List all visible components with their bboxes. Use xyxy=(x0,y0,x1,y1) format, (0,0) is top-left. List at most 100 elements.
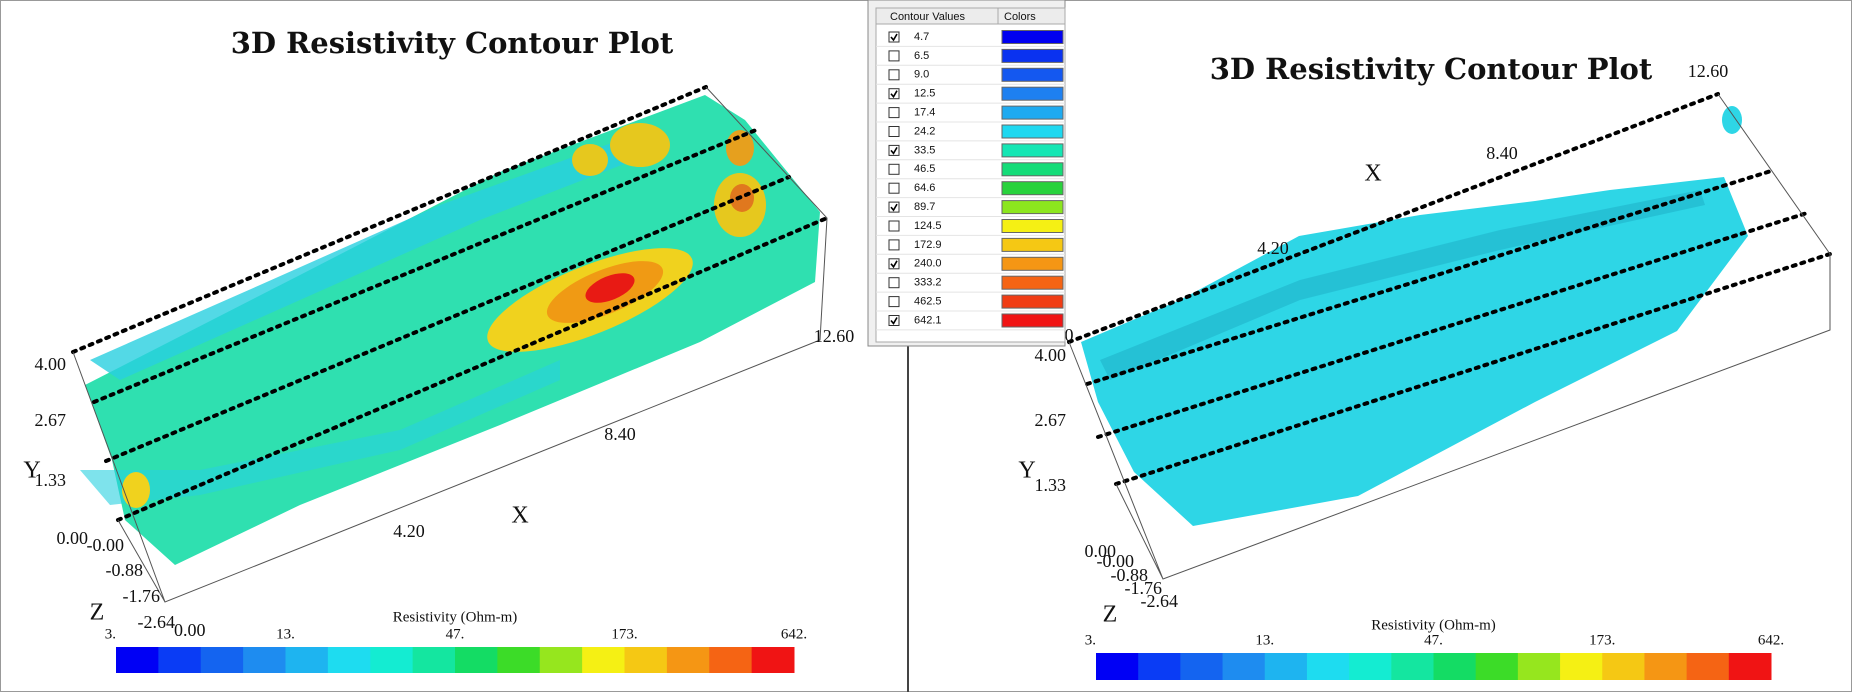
color-swatch[interactable] xyxy=(1002,182,1063,195)
z-tick-label: -0.88 xyxy=(106,560,144,580)
colorbar-segment xyxy=(625,647,668,673)
axis-label: Z xyxy=(1103,602,1118,628)
colorbar-label: 173. xyxy=(611,626,637,642)
y-tick-label: 0.00 xyxy=(57,528,89,548)
color-swatch[interactable] xyxy=(1002,31,1063,44)
plot-title: 3D Resistivity Contour Plot xyxy=(1210,52,1653,86)
x-tick-label: 12.60 xyxy=(1688,61,1729,81)
checkbox[interactable] xyxy=(889,183,899,193)
color-swatch[interactable] xyxy=(1002,163,1063,176)
resistivity-body xyxy=(726,130,754,166)
colorbar-segment xyxy=(286,647,329,673)
y-tick-label: 2.67 xyxy=(1035,410,1067,430)
checkbox[interactable] xyxy=(889,278,899,288)
colorbar-segment xyxy=(1391,653,1434,680)
contour-value: 124.5 xyxy=(914,220,942,232)
colorbar-label: 47. xyxy=(1424,632,1443,648)
contour-value: 4.7 xyxy=(914,31,929,43)
contour-value: 172.9 xyxy=(914,239,942,251)
y-tick-label: 1.33 xyxy=(35,470,67,490)
resistivity-body xyxy=(572,144,608,176)
colorbar-segment xyxy=(1602,653,1645,680)
checkbox[interactable] xyxy=(889,127,899,137)
colorbar-label: 13. xyxy=(276,626,295,642)
colorbar-segment xyxy=(455,647,498,673)
colorbar-segment xyxy=(1476,653,1519,680)
colorbar-segment xyxy=(497,647,540,673)
color-swatch[interactable] xyxy=(1002,87,1063,100)
color-swatch[interactable] xyxy=(1002,276,1063,289)
colorbar-segment xyxy=(752,647,795,673)
axis-label: X xyxy=(511,503,528,529)
y-tick-label: 4.00 xyxy=(35,354,67,374)
x-tick-label: 4.20 xyxy=(393,521,425,541)
color-swatch[interactable] xyxy=(1002,106,1063,119)
colorbar-segment xyxy=(1096,653,1139,680)
contour-value: 240.0 xyxy=(914,258,942,270)
colorbar-label: 47. xyxy=(446,626,465,642)
color-swatch[interactable] xyxy=(1002,68,1063,81)
colorbar-segment xyxy=(413,647,456,673)
colorbar-segment xyxy=(158,647,201,673)
checkbox[interactable] xyxy=(889,164,899,174)
colorbar-label: 3. xyxy=(105,626,116,642)
colorbar-segment xyxy=(201,647,244,673)
contour-table: Contour Values Colors 4.76.59.012.517.42… xyxy=(868,0,1065,346)
color-swatch[interactable] xyxy=(1002,238,1063,251)
screenshot: 3D Resistivity Contour Plot Y Z X 4.00 2… xyxy=(0,0,1852,692)
checkbox[interactable] xyxy=(889,297,899,307)
contour-value: 46.5 xyxy=(914,163,935,175)
x-tick-label: 8.40 xyxy=(1486,143,1518,163)
colorbar-segment xyxy=(540,647,583,673)
contour-value: 333.2 xyxy=(914,277,942,289)
colorbar-segment xyxy=(1518,653,1561,680)
x-tick-label: 0 xyxy=(1065,325,1074,345)
column-header: Contour Values xyxy=(890,11,966,23)
column-header: Colors xyxy=(1004,11,1036,23)
color-swatch[interactable] xyxy=(1002,49,1063,62)
colorbar-segment xyxy=(1434,653,1477,680)
color-swatch[interactable] xyxy=(1002,257,1063,270)
resistivity-body xyxy=(122,472,150,508)
colorbar-segment xyxy=(370,647,413,673)
contour-value: 33.5 xyxy=(914,144,935,156)
color-swatch[interactable] xyxy=(1002,125,1063,138)
checkbox[interactable] xyxy=(889,221,899,231)
colorbar-segment xyxy=(116,647,159,673)
colorbar-segment xyxy=(1560,653,1603,680)
checkbox[interactable] xyxy=(889,240,899,250)
color-swatch[interactable] xyxy=(1002,314,1063,327)
x-tick-label: 4.20 xyxy=(1257,238,1289,258)
z-tick-label: -2.64 xyxy=(1141,591,1179,611)
colorbar-segment xyxy=(582,647,625,673)
color-swatch[interactable] xyxy=(1002,201,1063,214)
colorbar-label: 642. xyxy=(1758,632,1784,648)
axis-label: Z xyxy=(90,600,105,626)
resistivity-body xyxy=(610,123,670,167)
checkbox[interactable] xyxy=(889,108,899,118)
colorbar-segment xyxy=(1138,653,1181,680)
z-tick-label: -2.64 xyxy=(138,612,176,632)
colorbar-title: Resistivity (Ohm-m) xyxy=(1371,617,1496,633)
colorbar-segment xyxy=(1265,653,1308,680)
page: {"left_panel": {"title": "3D Resistivity… xyxy=(0,0,1852,692)
color-swatch[interactable] xyxy=(1002,144,1063,157)
axis-label: Y xyxy=(1018,458,1035,484)
contour-value: 12.5 xyxy=(914,88,935,100)
colorbar-segment xyxy=(243,647,286,673)
colorbar-segment xyxy=(1644,653,1687,680)
colorbar-label: 642. xyxy=(781,626,807,642)
contour-value: 24.2 xyxy=(914,125,935,137)
checkbox[interactable] xyxy=(889,51,899,61)
colorbar-segment xyxy=(1223,653,1266,680)
contour-value: 9.0 xyxy=(914,69,929,81)
resistivity-surface xyxy=(1722,106,1742,134)
colorbar-label: 13. xyxy=(1255,632,1274,648)
color-swatch[interactable] xyxy=(1002,295,1063,308)
color-swatch[interactable] xyxy=(1002,220,1063,233)
colorbar-segment xyxy=(1729,653,1772,680)
checkbox[interactable] xyxy=(889,70,899,80)
contour-value: 642.1 xyxy=(914,314,942,326)
contour-value: 6.5 xyxy=(914,50,929,62)
colorbar-segment xyxy=(1349,653,1392,680)
